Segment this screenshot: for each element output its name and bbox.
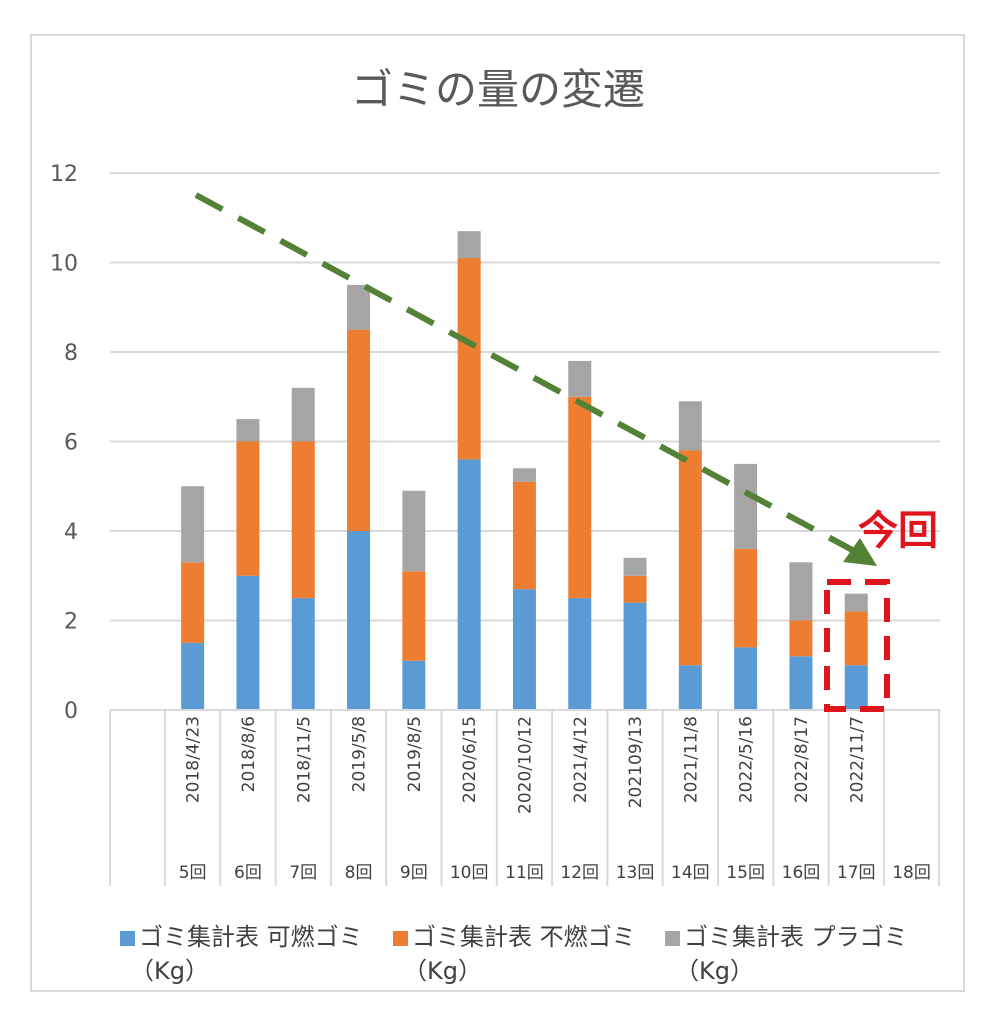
x-tick-label: 2018/8/6 (239, 716, 259, 792)
round-label: 12回 (560, 863, 599, 883)
x-tick-label: 2019/5/8 (350, 716, 370, 792)
round-label: 5回 (179, 863, 207, 883)
chart-title: ゴミの量の変遷 (351, 65, 645, 114)
x-tick-label: 2022/8/17 (792, 716, 812, 803)
y-tick-label: 10 (50, 252, 78, 277)
legend-item-nonburnable: ゴミ集計表 不燃ゴミ （Kg） (393, 920, 636, 988)
bar-segment (678, 665, 702, 710)
bar-segment (734, 463, 758, 549)
legend-swatch-burnable (120, 930, 135, 946)
bar-segment (347, 284, 371, 330)
round-label: 15回 (726, 863, 765, 883)
x-tick-label: 2021/11/8 (681, 716, 701, 803)
bar-segment (678, 401, 702, 451)
x-axis-table (109, 709, 941, 886)
legend-swatch-plastic (665, 930, 680, 946)
bar-segment (678, 450, 702, 666)
bar-segment (789, 562, 813, 621)
bar-segment (402, 571, 426, 661)
bar-segment (734, 548, 758, 648)
legend-label-plastic: ゴミ集計表 プラゴミ (684, 923, 908, 951)
bar-segment (236, 441, 260, 576)
bar-segment (402, 490, 426, 572)
annotations: 今回 (194, 192, 938, 712)
y-tick-label: 12 (50, 162, 78, 187)
bar-segment (236, 419, 260, 442)
bar-segment (347, 329, 371, 531)
chart-frame (30, 34, 965, 992)
y-tick-label: 8 (64, 341, 78, 366)
legend-unit-burnable: （Kg） (130, 957, 209, 985)
x-tick-label: 2018/4/23 (184, 716, 204, 803)
x-axis-labels: 2018/4/23 5回 2018/8/6 6回 2018/11/5 7回 2019/5/8… (179, 716, 931, 883)
round-label: 10回 (450, 863, 489, 883)
bar-segment (734, 647, 758, 710)
bar-segment (457, 258, 481, 460)
x-tick-label: 2020/10/12 (515, 716, 535, 814)
bar-segment (623, 602, 647, 710)
y-tick-label: 6 (64, 431, 78, 456)
legend-label-nonburnable: ゴミ集計表 不燃ゴミ (412, 923, 636, 951)
round-label: 11回 (505, 863, 544, 883)
current-highlight-box (824, 579, 890, 712)
round-label: 17回 (837, 863, 876, 883)
trend-arrow-head (843, 538, 877, 566)
legend-item-plastic: ゴミ集計表 プラゴミ （Kg） (665, 920, 908, 988)
legend-unit-nonburnable: （Kg） (403, 957, 482, 985)
bar-segment (844, 611, 868, 666)
bar-segment (402, 660, 426, 710)
round-label: 9回 (400, 863, 428, 883)
bar-segment (844, 593, 868, 612)
x-tick-label: 2020/6/15 (460, 716, 480, 803)
y-tick-label: 2 (64, 610, 78, 635)
bar-segment (347, 531, 371, 710)
bar-segment (789, 656, 813, 710)
round-label: 14回 (671, 863, 710, 883)
bar-segment (291, 387, 315, 442)
y-tick-label: 0 (64, 699, 78, 724)
bar-segment (568, 360, 592, 397)
x-tick-label: 2022/11/7 (847, 716, 867, 803)
bar-segment (291, 598, 315, 710)
current-callout-label: 今回 (858, 508, 938, 554)
y-tick-label: 4 (64, 520, 78, 545)
bar-segment (236, 575, 260, 710)
legend-swatch-nonburnable (393, 930, 408, 946)
bar-segment (512, 468, 536, 482)
bar-segment (457, 231, 481, 259)
x-tick-label: 2019/8/5 (405, 716, 425, 792)
x-tick-label: 202109/13 (626, 716, 646, 808)
bar-segment (181, 642, 205, 710)
bar-segment (623, 557, 647, 576)
round-label: 18回 (892, 863, 931, 883)
bar-segment (181, 562, 205, 643)
legend-item-burnable: ゴミ集計表 可燃ゴミ （Kg） (120, 920, 363, 988)
legend-label-burnable: ゴミ集計表 可燃ゴミ (139, 923, 363, 951)
bar-segment (181, 486, 205, 563)
bar-segment (512, 481, 536, 590)
bar-segment (568, 598, 592, 710)
bar-segment (623, 575, 647, 603)
bar-segment (291, 441, 315, 599)
bar-segment (568, 396, 592, 599)
legend-unit-plastic: （Kg） (675, 957, 754, 985)
round-label: 6回 (234, 863, 262, 883)
round-label: 13回 (616, 863, 655, 883)
x-tick-label: 2021/4/12 (571, 716, 591, 803)
trend-arrow-line (194, 192, 858, 555)
x-tick-label: 2022/5/16 (737, 716, 757, 803)
bar-segment (457, 459, 481, 710)
round-label: 7回 (289, 863, 317, 883)
bar-segment (512, 589, 536, 710)
round-label: 16回 (782, 863, 821, 883)
x-tick-label: 2018/11/5 (294, 716, 314, 803)
bars (181, 231, 868, 710)
round-label: 8回 (345, 863, 373, 883)
bar-segment (789, 620, 813, 657)
y-axis-ticks: 0 2 4 6 8 10 12 (50, 162, 78, 724)
bar-segment (844, 665, 868, 710)
